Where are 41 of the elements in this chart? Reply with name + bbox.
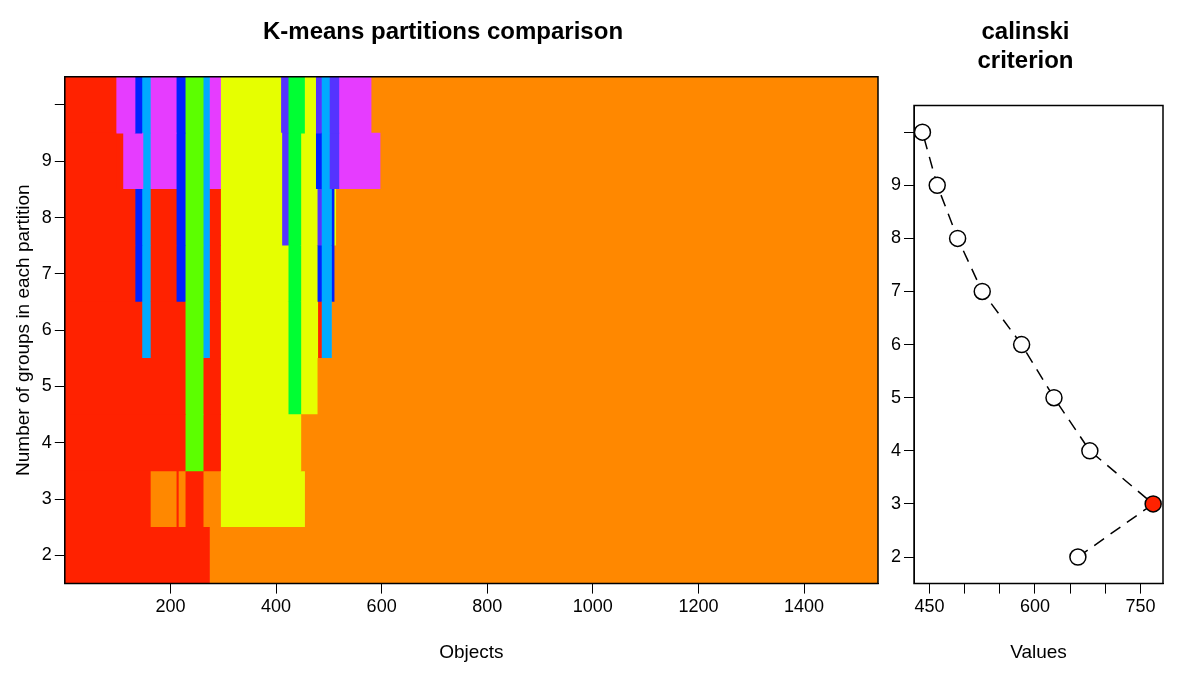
x-tick-label: 600 [366,596,397,617]
point [1069,548,1087,566]
x-tick-label: 600 [1019,596,1051,617]
y-tick-label: 5 [41,375,52,396]
chart-title: K-means partitions comparison [262,17,624,45]
point [914,123,932,141]
y-tick-label: 6 [891,333,902,354]
chart-title: calinski criterion [977,17,1074,73]
point [1081,442,1099,460]
point [928,176,946,195]
x-tick-label: 400 [261,596,292,617]
x-tick-label: 1400 [784,596,825,617]
point [973,282,991,301]
y-tick-label: 2 [41,544,52,565]
x-tick-label: 1000 [572,596,613,617]
y-tick-label: 7 [41,262,52,283]
y-tick-label: 2 [891,546,902,567]
y-tick-label: 8 [891,227,902,248]
y-tick-label: 3 [41,488,52,509]
x-tick-label: 450 [914,596,945,617]
point [1012,335,1031,354]
x-tick-label: 800 [472,596,503,617]
y-tick-label: 4 [891,439,902,460]
x-tick-label: 200 [155,596,186,617]
point [948,229,967,248]
y-tick-label: 9 [891,174,902,195]
point [1144,495,1162,513]
x-axis-title: Values [1010,640,1067,662]
bar [315,132,322,190]
x-tick-label: 750 [1125,596,1156,617]
point [1045,388,1063,407]
y-tick-label: 8 [41,206,52,227]
y-axis-title: Number of groups in each partition [11,184,33,476]
y-tick-label: 7 [891,280,902,301]
y-tick-label: 6 [41,319,52,340]
x-tick-label: 1200 [678,596,719,617]
y-tick-label: 9 [41,150,52,171]
y-tick-label: 4 [41,431,52,452]
y-tick-label: 5 [891,386,902,407]
x-axis-title: Objects [439,640,504,662]
y-tick-label: 3 [891,492,902,513]
